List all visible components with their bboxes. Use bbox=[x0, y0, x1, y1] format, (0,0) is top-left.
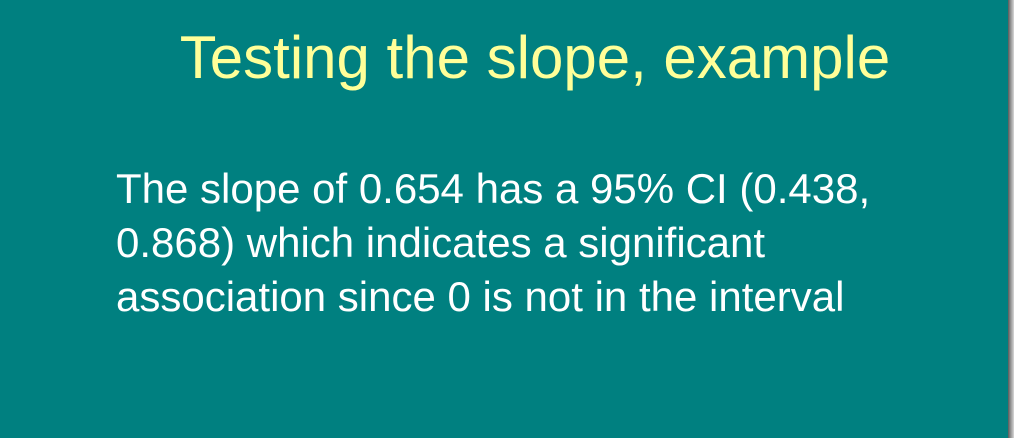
slide-edge-shadow bbox=[1008, 0, 1014, 438]
slide-title: Testing the slope, example bbox=[179, 24, 891, 91]
slide-body-text: The slope of 0.654 has a 95% CI (0.438, … bbox=[116, 165, 871, 320]
